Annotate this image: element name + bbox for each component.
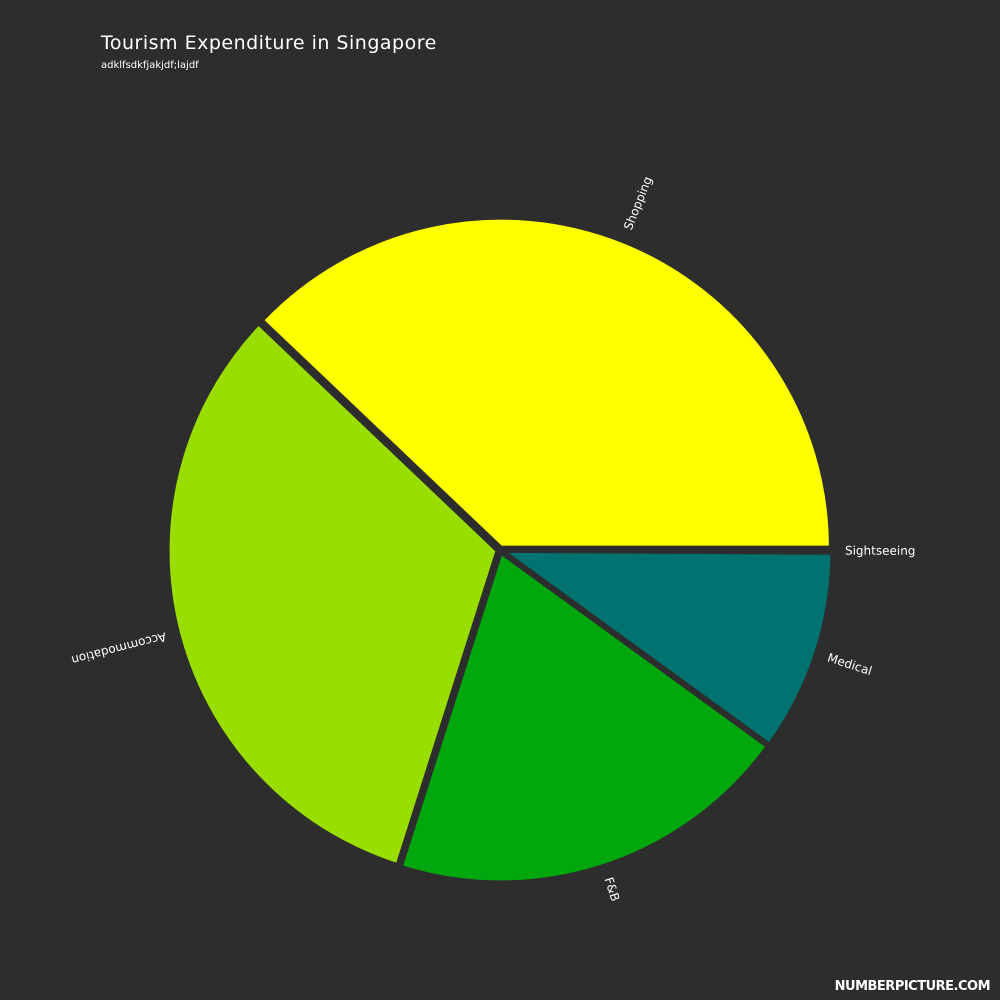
pie-slice-accommodation: [165, 321, 500, 868]
chart-title: Tourism Expenditure in Singapore: [101, 32, 437, 54]
pie-slice-medical: [500, 548, 835, 747]
pie-slice-shopping: [259, 215, 833, 550]
slice-label-sightseeing: Sightseeing: [845, 544, 915, 558]
pie-slice-f-b: [398, 550, 770, 885]
slice-label-medical: Medical: [826, 651, 874, 679]
slice-label-shopping: Shopping: [621, 175, 655, 233]
chart-subtitle: adklfsdkfjakjdf;lajdf: [101, 60, 199, 71]
slice-label-accommodation: Accommodation: [70, 630, 168, 668]
slice-f-b: F&B: [398, 550, 770, 903]
slice-label-f-b: F&B: [601, 875, 622, 903]
watermark: NUMBERPICTURE.COM: [834, 979, 991, 994]
